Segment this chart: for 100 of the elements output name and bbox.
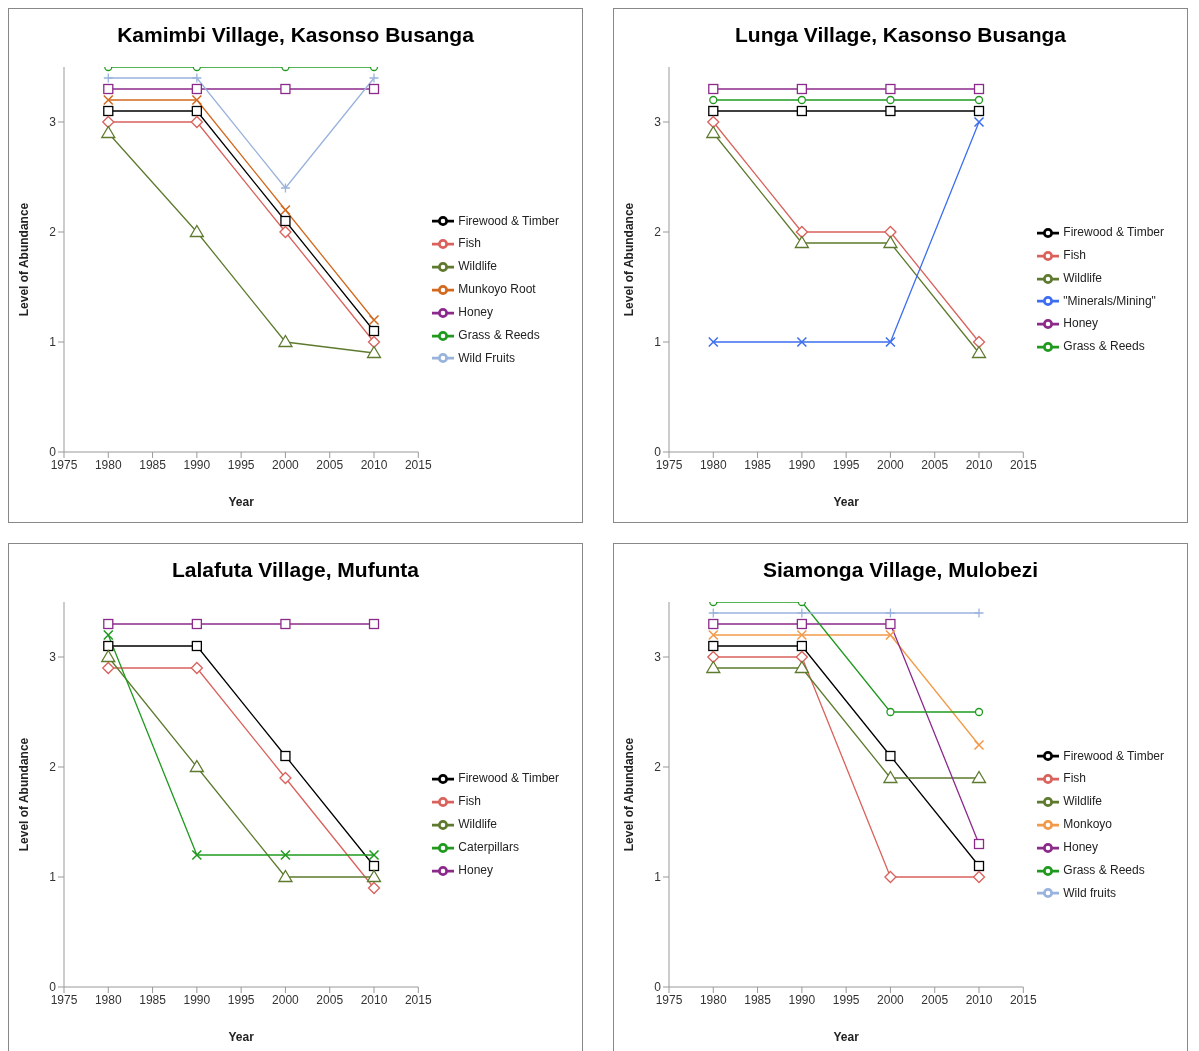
legend-label: Firewood & Timber [1063, 748, 1164, 763]
x-axis-title: Year [833, 1029, 860, 1044]
y-tick-label: 2 [654, 760, 662, 775]
x-axis-title: Year [833, 494, 860, 509]
point [708, 629, 719, 641]
x-tick-label: 2005 [921, 992, 949, 1007]
point [191, 105, 203, 117]
legend-label: Monkoyo [1063, 817, 1112, 832]
point [708, 618, 719, 630]
x-tick-label: 1990 [183, 457, 211, 472]
point [971, 345, 987, 359]
y-tick-label: 2 [49, 760, 57, 775]
x-tick-label: 1995 [227, 457, 255, 472]
x-tick-label: 1975 [50, 992, 78, 1007]
point [795, 650, 809, 664]
x-tick-label: 1985 [139, 992, 167, 1007]
legend-label: Wildlife [458, 259, 497, 274]
legend-label: Grass & Reeds [458, 327, 540, 342]
legend-label: Fish [1063, 247, 1086, 262]
point [367, 881, 381, 895]
legend-label: Wildlife [458, 817, 497, 832]
point [974, 707, 984, 717]
point [796, 83, 808, 95]
point [885, 618, 896, 630]
point [973, 838, 985, 850]
x-tick-label: 2015 [1009, 992, 1037, 1007]
x-tick-label: 2005 [921, 457, 949, 472]
x-tick-label: 1975 [655, 457, 683, 472]
point [368, 618, 380, 630]
point [368, 314, 380, 326]
point [796, 629, 808, 641]
x-tick-label: 1975 [50, 457, 78, 472]
x-tick-label: 1985 [744, 457, 772, 472]
y-tick-label: 1 [654, 335, 662, 350]
point [103, 105, 114, 117]
point [973, 860, 985, 872]
point [190, 115, 204, 129]
point [974, 95, 984, 105]
point [280, 204, 291, 216]
legend-label: Fish [1063, 771, 1086, 786]
legend-label: Munkoyo Root [458, 282, 536, 297]
point [706, 660, 721, 674]
y-tick-label: 0 [49, 980, 57, 995]
y-tick-label: 1 [49, 870, 57, 885]
legend-label: Grass & Reeds [1063, 339, 1145, 354]
point [796, 640, 808, 652]
legend-label: Fish [458, 236, 481, 251]
point [973, 116, 985, 128]
point [708, 640, 719, 652]
point [278, 869, 293, 883]
point [367, 335, 381, 349]
x-tick-label: 2005 [316, 457, 344, 472]
point [103, 618, 114, 630]
point [883, 770, 898, 784]
x-tick-label: 1990 [788, 992, 816, 1007]
legend-label: Honey [1063, 316, 1098, 331]
y-tick-label: 2 [49, 225, 57, 240]
point [368, 83, 380, 95]
x-tick-label: 2000 [272, 457, 300, 472]
legend-label: Wild Fruits [458, 350, 515, 365]
point [278, 334, 293, 348]
x-tick-label: 2000 [877, 992, 905, 1007]
legend-label: Honey [458, 862, 493, 877]
point [368, 325, 380, 337]
chart-title: Kamimbi Village, Kasonso Busanga [116, 22, 475, 48]
point [103, 94, 114, 106]
point [971, 770, 987, 784]
point [101, 125, 116, 139]
legend-label: Fish [458, 794, 481, 809]
x-tick-label: 2015 [404, 992, 432, 1007]
point [708, 105, 719, 117]
point [885, 105, 896, 117]
point [795, 225, 809, 239]
x-tick-label: 2015 [1009, 457, 1037, 472]
x-tick-label: 1985 [744, 992, 772, 1007]
x-tick-label: 1985 [139, 457, 167, 472]
legend-label: Wildlife [1063, 794, 1102, 809]
x-tick-label: 2000 [877, 457, 905, 472]
point [708, 83, 719, 95]
point [972, 870, 986, 884]
point [707, 650, 720, 664]
point [368, 860, 380, 872]
x-tick-label: 1975 [655, 992, 683, 1007]
point [796, 105, 808, 117]
y-tick-label: 3 [49, 115, 57, 130]
y-tick-label: 1 [49, 335, 57, 350]
point [885, 83, 896, 95]
legend-label: "Minerals/Mining" [1063, 293, 1156, 308]
x-tick-label: 2000 [272, 992, 300, 1007]
x-tick-label: 2010 [965, 457, 993, 472]
point [280, 750, 291, 762]
x-axis-title: Year [228, 1029, 255, 1044]
legend-label: Grass & Reeds [1063, 862, 1145, 877]
x-tick-label: 2010 [965, 992, 993, 1007]
point [973, 105, 985, 117]
y-tick-label: 0 [654, 980, 662, 995]
point [101, 649, 116, 663]
point [883, 235, 898, 249]
point [885, 336, 896, 348]
point [796, 607, 808, 619]
